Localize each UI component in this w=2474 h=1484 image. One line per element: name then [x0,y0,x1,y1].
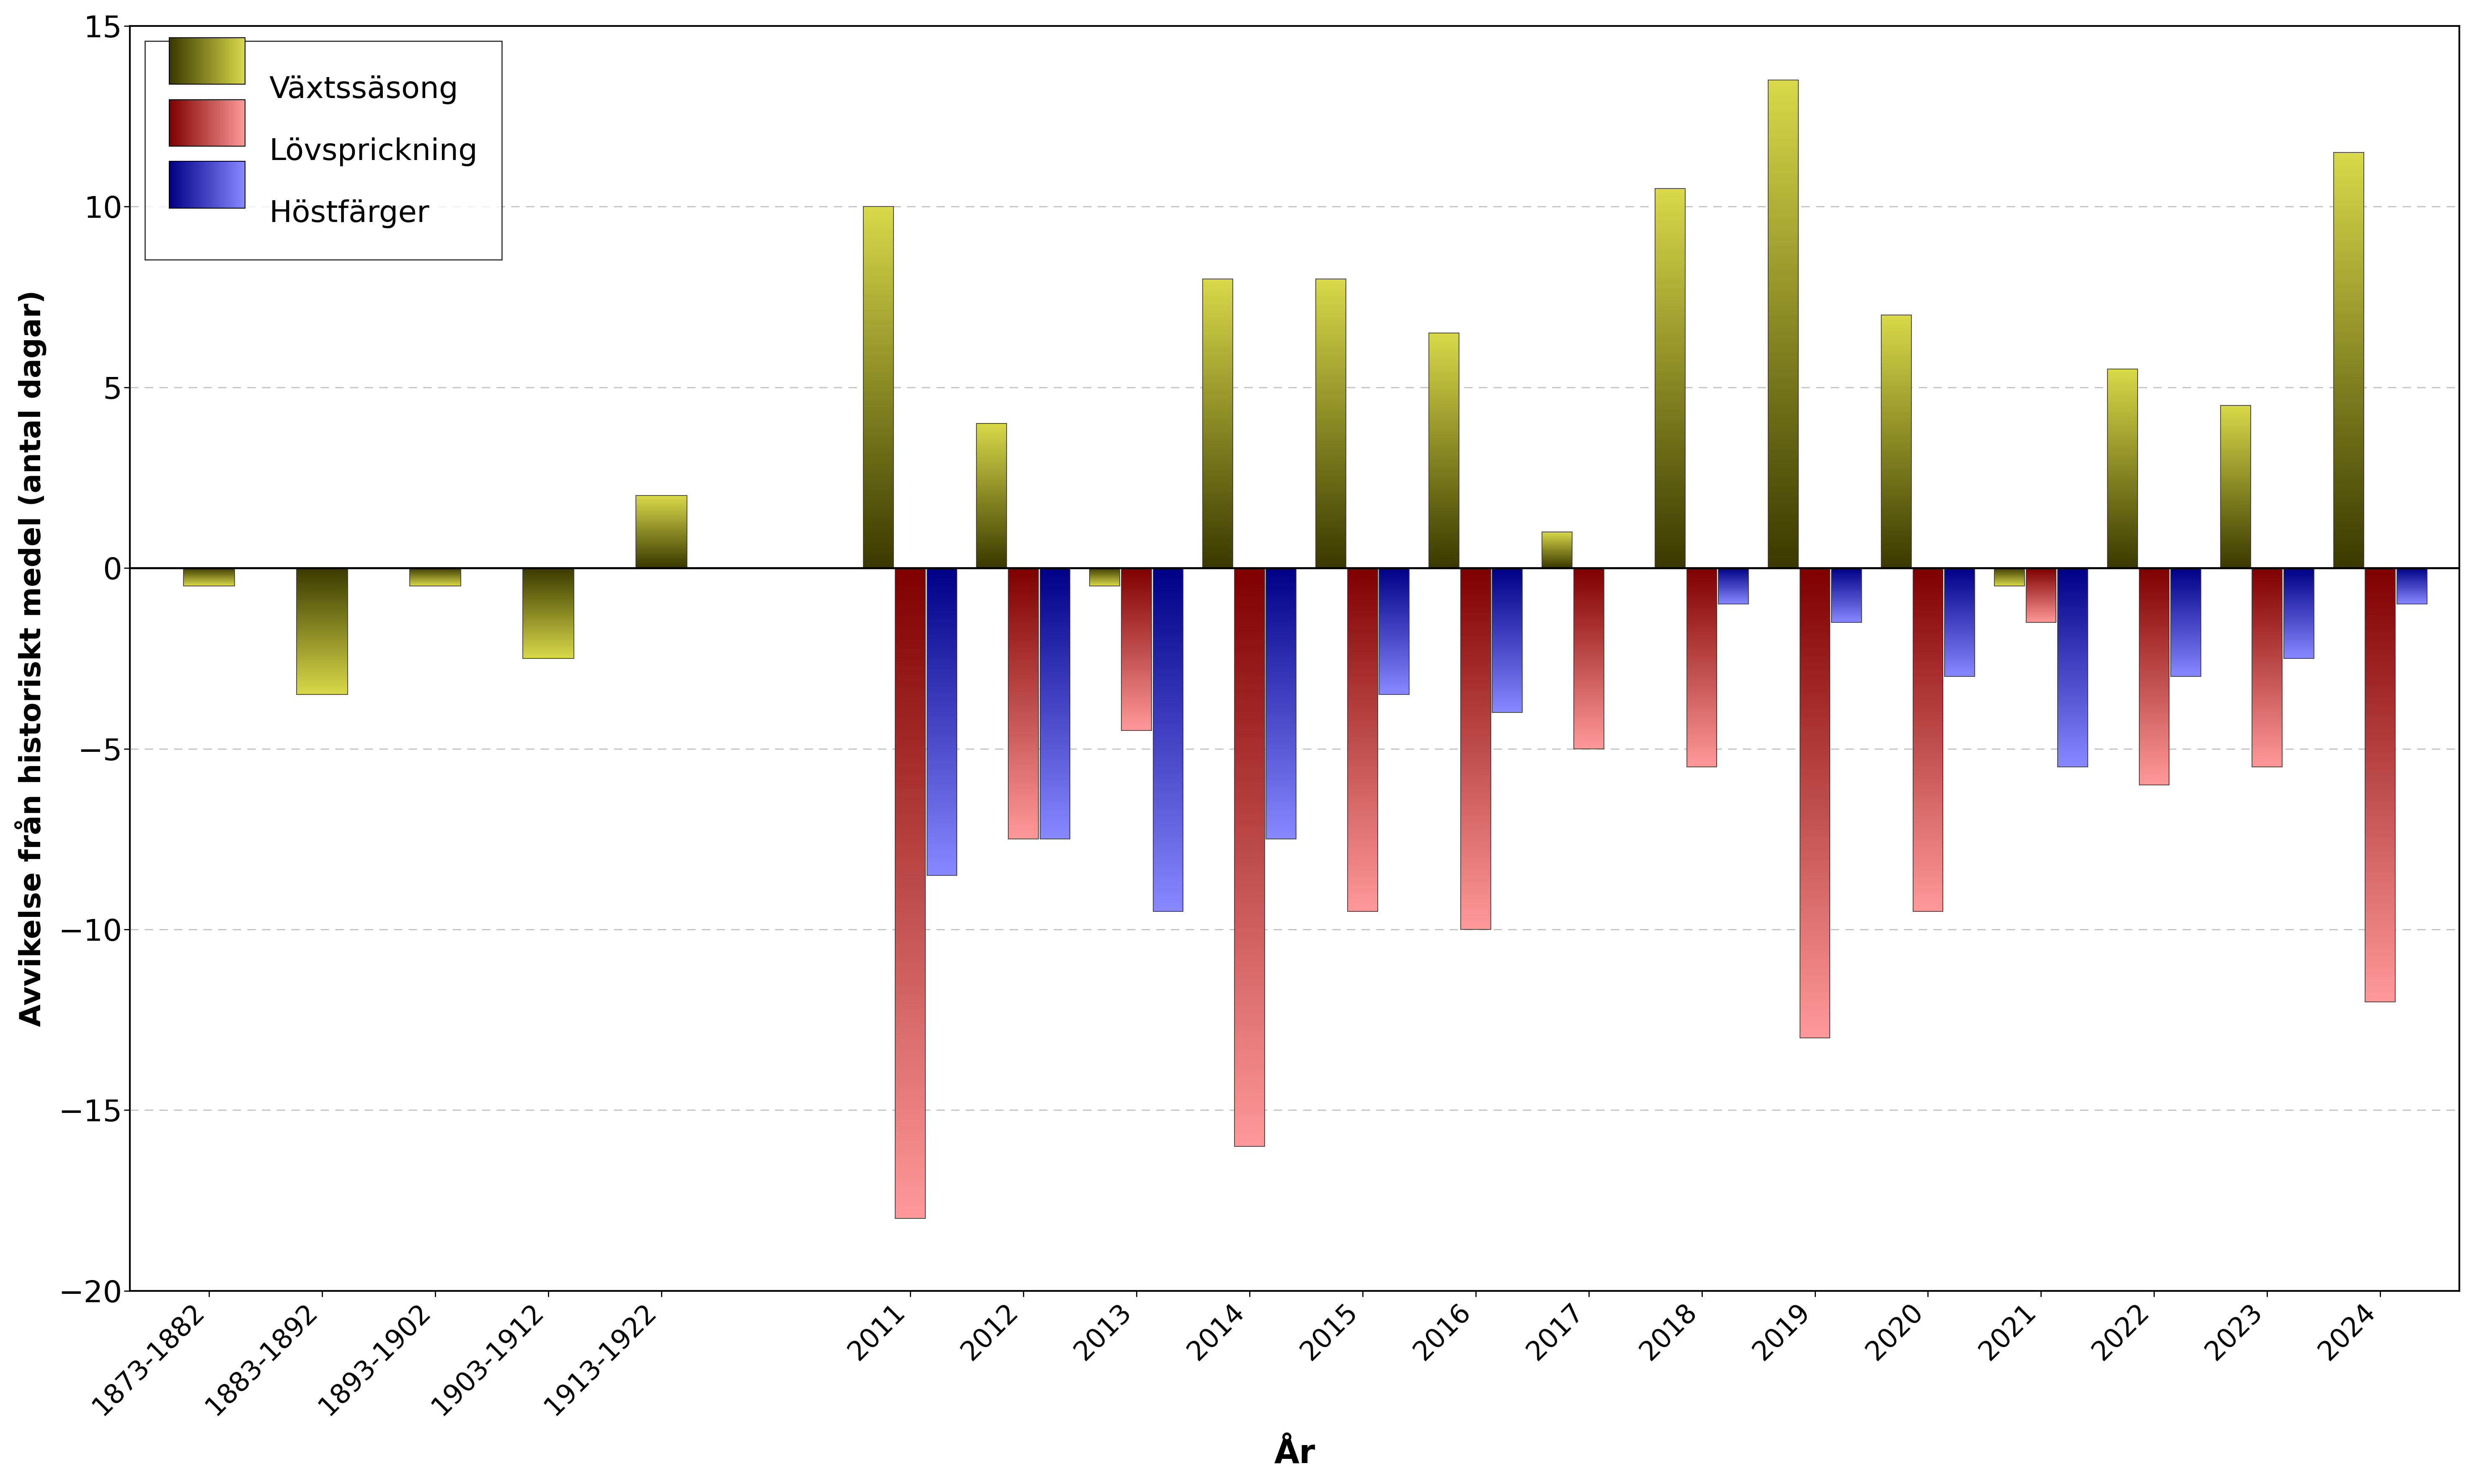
Bar [2251,568,2281,767]
Bar [2108,370,2138,568]
Y-axis label: Avvikelse från historiskt medel (antal dagar): Avvikelse från historiskt medel (antal d… [15,289,47,1027]
Bar [1348,568,1378,911]
Bar [2397,568,2427,604]
Bar [977,423,1007,568]
Bar [1769,80,1799,568]
Bar [2058,568,2088,767]
Bar [297,568,349,695]
Bar [1687,568,1717,767]
Bar [1655,188,1685,568]
Bar [522,568,574,659]
Bar [2222,405,2251,568]
Bar [2284,568,2313,659]
Bar [1153,568,1183,911]
Bar [1460,568,1492,929]
Bar [928,568,957,876]
Bar [2170,568,2202,677]
Bar [1945,568,1974,677]
Bar [1378,568,1410,695]
Bar [1267,568,1296,838]
Bar [2365,568,2395,1002]
Bar [1316,279,1346,568]
Bar [1541,531,1571,568]
Bar [636,496,688,568]
Bar [1039,568,1071,838]
Bar [1235,568,1264,1146]
Bar [411,568,460,586]
Bar [1009,568,1039,838]
Bar [1880,315,1912,568]
Bar [863,206,893,568]
Bar [2333,153,2363,568]
Bar [2140,568,2170,785]
Bar [1089,568,1121,586]
X-axis label: År: År [1274,1438,1316,1469]
Bar [1430,332,1460,568]
Bar [1831,568,1860,622]
Legend: Växtssäsong, Lövsprickning, Höstfärger: Växtssäsong, Lövsprickning, Höstfärger [146,42,502,260]
Bar [1994,568,2024,586]
Bar [1492,568,1522,712]
Bar [1202,279,1232,568]
Bar [183,568,235,586]
Bar [1912,568,1942,911]
Bar [1801,568,1831,1037]
Bar [1719,568,1749,604]
Bar [2026,568,2056,622]
Bar [1121,568,1150,730]
Bar [896,568,925,1218]
Bar [1573,568,1603,749]
